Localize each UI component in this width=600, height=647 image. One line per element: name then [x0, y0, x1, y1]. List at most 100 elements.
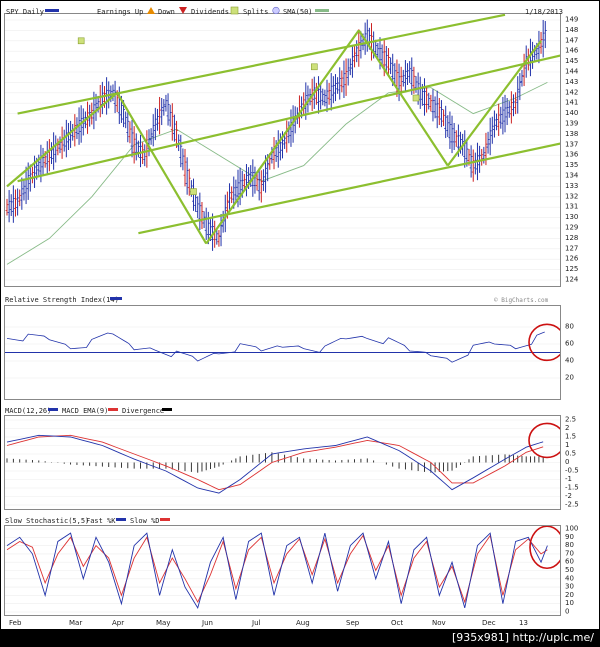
y-tick-label: -2.5 [565, 501, 579, 509]
trend-line [17, 13, 506, 115]
y-tick-label: 130 [565, 213, 578, 221]
x-tick-label: Jun [201, 619, 213, 627]
y-tick-label: 100 [565, 525, 578, 533]
x-tick-label: Mar [69, 619, 82, 627]
x-tick-label: Apr [112, 619, 124, 627]
x-tick-label: Dec [482, 619, 496, 627]
y-tick-label: 132 [565, 192, 578, 200]
y-tick-label: -1.5 [565, 484, 579, 492]
y-tick-label: 136 [565, 151, 579, 159]
trend-line [446, 40, 542, 167]
y-tick-label: -0.5 [565, 467, 579, 475]
y-tick-label: 0.5 [565, 450, 576, 458]
price-chart [5, 13, 580, 281]
trend-line [205, 29, 360, 245]
down-triangle-icon [179, 7, 187, 14]
y-tick-label: 128 [565, 234, 578, 242]
macd-y-axis: 2.521.510.50-0.5-1-1.5-2-2.5 [565, 416, 579, 509]
y-tick-label: 90 [565, 533, 574, 541]
y-tick-label: 1 [565, 441, 569, 449]
watermark: © BigCharts.com [494, 297, 549, 304]
y-tick-label: 142 [565, 88, 578, 96]
x-tick-label: Aug [296, 619, 310, 627]
trend-line [116, 92, 208, 245]
legend-svg: SPY Daily Earnings Up Down Dividends Spl… [6, 6, 563, 16]
macd-ema-line [6, 434, 544, 491]
symbol-label: SPY Daily [6, 8, 44, 16]
y-tick-label: 124 [565, 276, 579, 284]
x-tick-label: Sep [346, 619, 360, 627]
rsi-y-axis: 20 40 60 80 [565, 323, 574, 382]
x-tick-label: Nov [432, 619, 446, 627]
macd-legend: MACD(12,26) MACD EMA(9) Divergence [5, 407, 172, 415]
rsi-line [6, 331, 545, 363]
split-circle-icon [272, 6, 280, 15]
y-tick-label: 131 [565, 203, 578, 211]
trend-line [17, 50, 580, 183]
up-triangle-icon [147, 7, 155, 14]
slowd-swatch [160, 518, 170, 521]
y-tick-label: 148 [565, 26, 578, 34]
price-legend: SPY Daily Earnings Up Down Dividends Spl… [5, 2, 599, 16]
rsi-line-swatch [110, 297, 122, 300]
y-tick-label: 60 [565, 558, 574, 566]
y-tick-label: 144 [565, 68, 579, 76]
price-line-swatch [45, 9, 59, 12]
macd-line [6, 434, 544, 494]
y-tick-label: 135 [565, 161, 578, 169]
y-tick-label: 50 [565, 566, 574, 574]
y-tick-label: 20 [565, 591, 574, 599]
divergence-swatch [162, 408, 172, 411]
rsi-chart [5, 323, 566, 379]
fastk-swatch [116, 518, 126, 521]
rsi-highlight-circle [528, 323, 566, 362]
y-tick-label: 30 [565, 583, 574, 591]
y-tick-label: -1 [565, 475, 572, 483]
trend-line [6, 91, 118, 188]
dividends-label: Dividends [191, 8, 229, 16]
down-label: Down [158, 8, 175, 16]
y-tick-label: 40 [565, 357, 574, 365]
rsi-panel [4, 305, 566, 400]
stoch-label: Slow Stochastic(5,5) [5, 517, 89, 525]
dividend-marker-icon [412, 94, 420, 102]
divergence-label: Divergence [122, 407, 164, 415]
y-tick-label: 2.5 [565, 416, 576, 424]
y-tick-label: 134 [565, 172, 579, 180]
y-tick-label: 80 [565, 323, 574, 331]
y-tick-label: 60 [565, 340, 574, 348]
y-tick-label: 133 [565, 182, 578, 190]
rsi-label: Relative Strength Index(14) [5, 296, 119, 304]
earnings-label: Earnings Up [97, 8, 143, 16]
y-tick-label: 2 [565, 424, 569, 432]
x-tick-label: 13 [519, 619, 528, 627]
dividend-marker-icon [310, 63, 318, 71]
y-tick-label: 0 [565, 458, 569, 466]
x-tick-label: Jul [251, 619, 261, 627]
y-tick-label: 20 [565, 374, 574, 382]
x-tick-label: May [156, 619, 170, 627]
y-tick-label: 80 [565, 541, 574, 549]
sma-label: SMA(50) [283, 8, 313, 16]
x-tick-label: Feb [9, 619, 22, 627]
macd-ema-label: MACD EMA(9) [62, 407, 108, 415]
macd-panel [4, 415, 566, 510]
dividend-square-icon [230, 6, 239, 15]
y-tick-label: 138 [565, 130, 578, 138]
fastk-line [6, 532, 548, 609]
sma-line-swatch [315, 9, 329, 12]
slowd-label: Slow %D [130, 517, 160, 525]
y-tick-label: 10 [565, 599, 574, 607]
y-tick-label: 127 [565, 244, 578, 252]
x-tick-label: Oct [391, 619, 403, 627]
y-tick-label: 143 [565, 78, 578, 86]
sma-line [6, 81, 548, 265]
y-tick-label: 1.5 [565, 433, 576, 441]
y-tick-label: 70 [565, 549, 574, 557]
dividend-marker-icon [77, 37, 85, 45]
trend-line [138, 138, 580, 235]
footer: [935x981] http://uplc.me/ [0, 629, 600, 647]
fastk-label: Fast %K [86, 517, 116, 525]
